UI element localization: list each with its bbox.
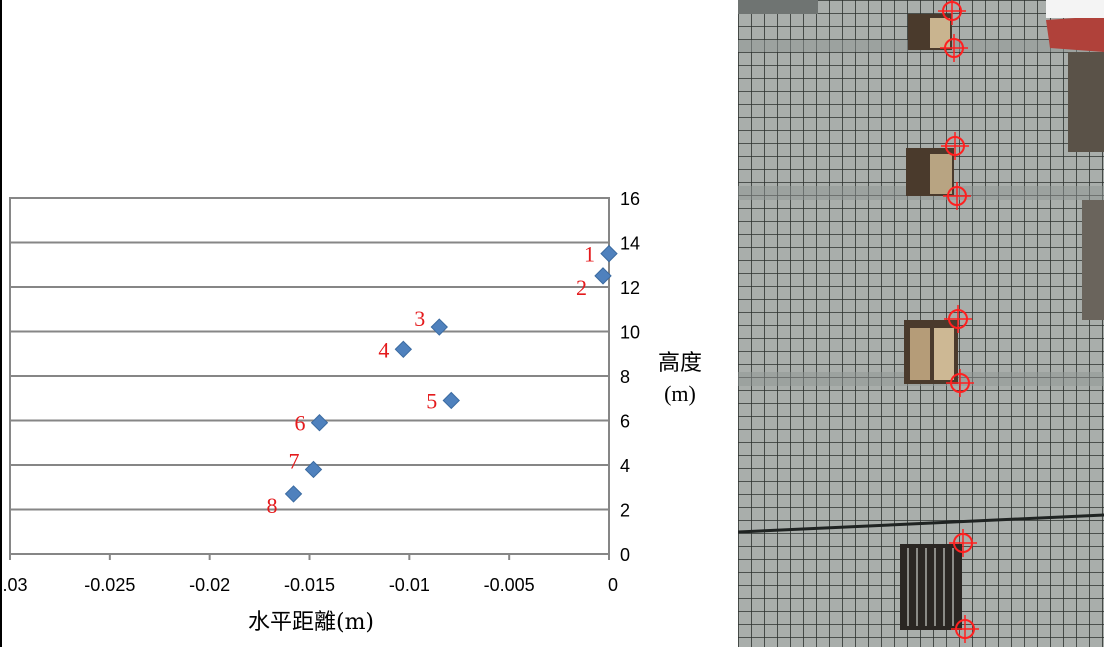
target-marker [938,0,966,25]
x-tick-label: 0 [608,575,618,595]
target-marker [946,369,974,397]
side-balcony [1082,200,1104,320]
x-tick-label: 0.03 [0,575,28,595]
point-label-4: 4 [378,337,389,362]
target-marker [940,34,968,62]
top-ledge [738,0,818,14]
y-tick-label: 10 [620,323,640,343]
x-axis-title: 水平距離(m) [248,610,374,635]
barred-window [900,544,962,630]
y-tick-label: 6 [620,412,630,432]
y-axis-unit: (m) [664,381,696,406]
target-marker [951,615,979,643]
roof-tiles [1046,16,1104,52]
grid-lines [10,197,609,555]
data-point-6 [310,414,329,432]
y-tick-label: 12 [620,278,640,298]
point-label-1: 1 [584,242,595,267]
data-point-7 [304,460,323,479]
data-points [284,244,618,503]
point-label-8: 8 [267,493,278,518]
y-tick-labels: 0 2 4 6 8 10 12 14 16 [620,189,640,565]
data-point-4 [394,340,413,359]
y-tick-label: 4 [620,456,630,476]
target-marker [944,305,972,333]
point-label-7: 7 [288,448,299,473]
data-point-2 [594,267,612,285]
window-pane [930,154,952,194]
cable-line [738,513,1104,534]
figure-left-border [0,0,2,647]
data-point-8 [284,485,303,503]
x-tick-label: -0.025 [84,575,135,595]
y-tick-label: 16 [620,189,640,209]
point-label-6: 6 [294,411,305,436]
target-marker [941,132,969,160]
x-tick-label: -0.01 [389,575,430,595]
x-tick-labels: 0.03 -0.025 -0.02 -0.015 -0.01 -0.005 0 [0,575,618,595]
window-pane [910,328,930,380]
y-tick-label: 8 [620,367,630,387]
plot-frame [9,197,610,560]
point-label-3: 3 [414,306,425,331]
y-tick-label: 14 [620,234,640,254]
data-point-1 [600,244,618,263]
facade-image [738,0,1104,647]
survey-targets [938,0,979,643]
point-label-2: 2 [576,275,587,300]
data-point-5 [442,391,460,410]
sky [1046,0,1104,18]
x-tick-label: -0.005 [484,575,535,595]
window-pane [930,18,950,48]
x-tick-label: -0.015 [284,575,335,595]
y-tick-label: 2 [620,501,630,521]
y-axis-title: 高度 [658,351,702,376]
building-facade-photo [738,0,1104,647]
window-pane [934,328,954,380]
point-label-5: 5 [426,388,437,413]
target-marker [949,529,977,557]
window-bars [907,548,954,626]
side-balcony [1068,52,1104,152]
data-point-3 [430,318,448,336]
x-tick-label: -0.02 [189,575,230,595]
y-tick-label: 0 [620,545,630,565]
target-marker [943,182,971,210]
